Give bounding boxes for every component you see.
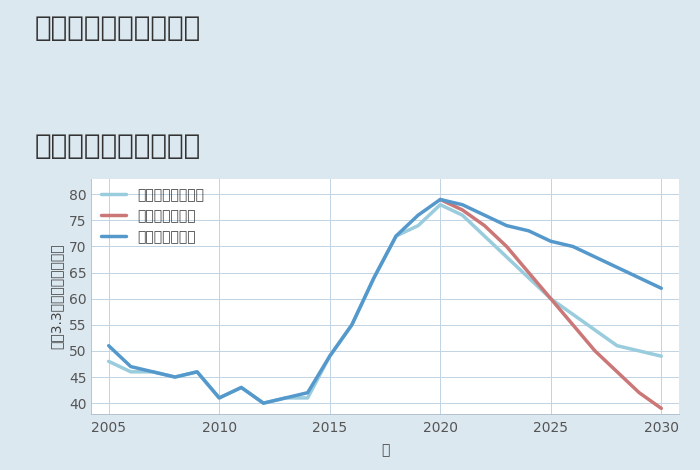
ノーマルシナリオ (281, 395, 290, 401)
グッドシナリオ (414, 212, 422, 218)
グッドシナリオ (148, 369, 157, 375)
バッドシナリオ (568, 322, 577, 328)
Line: グッドシナリオ: グッドシナリオ (108, 199, 662, 403)
Line: ノーマルシナリオ: ノーマルシナリオ (108, 205, 662, 403)
グッドシナリオ (524, 228, 533, 234)
X-axis label: 年: 年 (381, 443, 389, 457)
グッドシナリオ (635, 275, 643, 281)
グッドシナリオ (171, 374, 179, 380)
ノーマルシナリオ (547, 296, 555, 302)
Y-axis label: 坪（3.3㎡）単価（万円）: 坪（3.3㎡）単価（万円） (50, 243, 64, 349)
バッドシナリオ (458, 207, 467, 213)
Text: 大阪府枚方市渚南町の: 大阪府枚方市渚南町の (35, 14, 202, 42)
グッドシナリオ (104, 343, 113, 349)
グッドシナリオ (326, 353, 334, 359)
ノーマルシナリオ (613, 343, 622, 349)
グッドシナリオ (503, 223, 511, 228)
グッドシナリオ (480, 212, 489, 218)
バッドシナリオ (547, 296, 555, 302)
グッドシナリオ (458, 202, 467, 208)
グッドシナリオ (591, 254, 599, 260)
ノーマルシナリオ (104, 359, 113, 364)
ノーマルシナリオ (458, 212, 467, 218)
ノーマルシナリオ (237, 384, 246, 390)
グッドシナリオ (436, 196, 445, 202)
グッドシナリオ (237, 384, 246, 390)
ノーマルシナリオ (503, 254, 511, 260)
グッドシナリオ (281, 395, 290, 401)
ノーマルシナリオ (259, 400, 267, 406)
グッドシナリオ (259, 400, 267, 406)
グッドシナリオ (568, 243, 577, 249)
グッドシナリオ (370, 275, 378, 281)
ノーマルシナリオ (148, 369, 157, 375)
グッドシナリオ (348, 322, 356, 328)
ノーマルシナリオ (326, 353, 334, 359)
グッドシナリオ (193, 369, 202, 375)
Legend: ノーマルシナリオ, バッドシナリオ, グッドシナリオ: ノーマルシナリオ, バッドシナリオ, グッドシナリオ (95, 183, 209, 250)
グッドシナリオ (657, 285, 666, 291)
ノーマルシナリオ (657, 353, 666, 359)
バッドシナリオ (503, 243, 511, 249)
ノーマルシナリオ (568, 312, 577, 317)
バッドシナリオ (613, 369, 622, 375)
グッドシナリオ (392, 233, 400, 239)
ノーマルシナリオ (635, 348, 643, 354)
Line: バッドシナリオ: バッドシナリオ (440, 199, 662, 408)
ノーマルシナリオ (524, 275, 533, 281)
グッドシナリオ (127, 364, 135, 369)
バッドシナリオ (635, 390, 643, 396)
ノーマルシナリオ (370, 275, 378, 281)
ノーマルシナリオ (480, 233, 489, 239)
グッドシナリオ (303, 390, 312, 396)
バッドシナリオ (657, 406, 666, 411)
ノーマルシナリオ (303, 395, 312, 401)
ノーマルシナリオ (127, 369, 135, 375)
ノーマルシナリオ (414, 223, 422, 228)
バッドシナリオ (524, 270, 533, 275)
ノーマルシナリオ (171, 374, 179, 380)
グッドシナリオ (547, 238, 555, 244)
バッドシナリオ (436, 196, 445, 202)
ノーマルシナリオ (193, 369, 202, 375)
グッドシナリオ (613, 265, 622, 270)
ノーマルシナリオ (591, 327, 599, 333)
ノーマルシナリオ (215, 395, 223, 401)
グッドシナリオ (215, 395, 223, 401)
ノーマルシナリオ (392, 233, 400, 239)
バッドシナリオ (591, 348, 599, 354)
ノーマルシナリオ (348, 322, 356, 328)
Text: 中古戸建ての価格推移: 中古戸建ての価格推移 (35, 132, 202, 160)
ノーマルシナリオ (436, 202, 445, 208)
バッドシナリオ (480, 223, 489, 228)
